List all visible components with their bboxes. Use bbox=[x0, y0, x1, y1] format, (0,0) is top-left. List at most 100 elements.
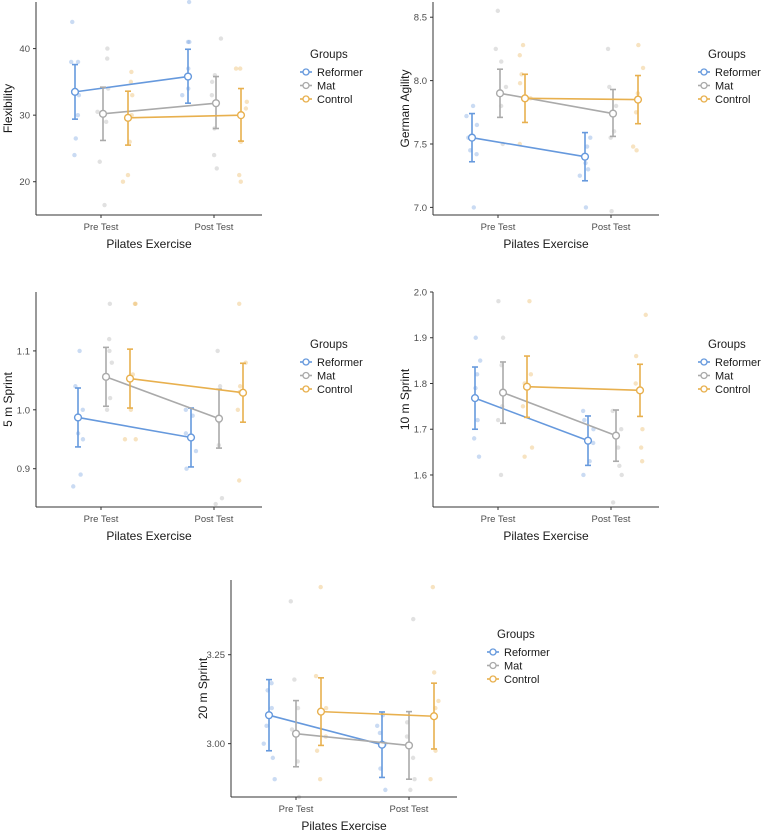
mean-point-control bbox=[316, 707, 326, 716]
raw-data-point bbox=[269, 705, 274, 711]
raw-data-point bbox=[292, 677, 297, 682]
raw-data-point bbox=[584, 144, 590, 149]
raw-data-point bbox=[77, 348, 82, 354]
raw-data-point bbox=[237, 384, 243, 389]
raw-data-point bbox=[122, 437, 128, 442]
raw-data-point bbox=[638, 445, 644, 450]
raw-data-point bbox=[73, 136, 78, 141]
series-line-control bbox=[524, 97, 639, 101]
legend-title: Groups bbox=[708, 339, 746, 351]
raw-data-point bbox=[109, 360, 115, 365]
x-tick-label: Post Test bbox=[390, 804, 429, 815]
legend-key-marker bbox=[700, 385, 708, 393]
raw-data-point bbox=[185, 39, 191, 45]
raw-data-point bbox=[209, 92, 215, 98]
legend-title: Groups bbox=[310, 339, 348, 351]
legend-key-marker bbox=[700, 371, 708, 380]
raw-data-point bbox=[237, 478, 242, 483]
raw-data-point bbox=[585, 167, 591, 172]
legend-label-reformer: Reformer bbox=[715, 67, 761, 79]
raw-data-point bbox=[408, 787, 413, 793]
raw-data-point bbox=[583, 205, 589, 210]
series-line-reformer bbox=[471, 136, 586, 158]
raw-data-point bbox=[318, 584, 323, 590]
raw-data-point bbox=[213, 501, 218, 507]
raw-data-point bbox=[529, 445, 535, 450]
raw-data-point bbox=[474, 372, 480, 377]
mean-point-reformer bbox=[70, 87, 80, 96]
raw-data-point bbox=[499, 59, 504, 64]
raw-data-point bbox=[295, 705, 301, 711]
raw-data-point bbox=[183, 431, 189, 436]
mean-point-control bbox=[238, 388, 248, 397]
mean-point-reformer bbox=[186, 433, 196, 442]
raw-data-point bbox=[180, 92, 185, 98]
legend-key-marker bbox=[489, 661, 497, 670]
raw-data-point bbox=[588, 135, 593, 140]
y-tick-label: 3.00 bbox=[207, 739, 226, 750]
raw-data-point bbox=[235, 407, 241, 413]
raw-data-point bbox=[243, 106, 249, 111]
series-line-mat bbox=[295, 732, 410, 747]
y-tick-label: 8.5 bbox=[414, 13, 427, 24]
raw-data-point bbox=[590, 440, 596, 446]
raw-data-point bbox=[95, 109, 100, 115]
raw-data-point bbox=[70, 19, 75, 25]
legend-key-marker bbox=[302, 95, 310, 103]
legend-title: Groups bbox=[310, 49, 348, 61]
y-tick-label: 1.7 bbox=[414, 425, 427, 436]
legend-key-marker bbox=[302, 358, 310, 366]
raw-data-point bbox=[428, 777, 433, 782]
raw-data-point bbox=[517, 80, 523, 86]
legend-key-marker bbox=[302, 68, 310, 76]
raw-data-point bbox=[619, 427, 624, 432]
legend-title: Groups bbox=[708, 49, 746, 61]
y-tick-label: 3.25 bbox=[207, 650, 226, 661]
x-tick-label: Pre Test bbox=[84, 514, 119, 525]
raw-data-point bbox=[630, 144, 636, 149]
raw-data-point bbox=[133, 301, 138, 306]
raw-data-point bbox=[377, 730, 383, 736]
raw-data-point bbox=[214, 166, 219, 171]
y-tick-label: 1.0 bbox=[17, 405, 30, 416]
raw-data-point bbox=[617, 463, 622, 469]
raw-data-point bbox=[464, 113, 469, 119]
raw-data-point bbox=[80, 437, 86, 442]
series-line-mat bbox=[499, 92, 614, 115]
legend-label-reformer: Reformer bbox=[317, 357, 363, 369]
raw-data-point bbox=[610, 500, 616, 505]
raw-data-point bbox=[520, 42, 526, 48]
y-tick-label: 1.6 bbox=[414, 470, 427, 481]
x-axis-title: Pilates Exercise bbox=[503, 529, 589, 543]
legend-label-control: Control bbox=[715, 384, 750, 396]
legend-label-mat: Mat bbox=[715, 371, 733, 383]
raw-data-point bbox=[238, 179, 243, 184]
mean-point-mat bbox=[211, 99, 221, 108]
raw-data-point bbox=[237, 66, 243, 71]
raw-data-point bbox=[474, 151, 479, 157]
raw-data-point bbox=[605, 46, 611, 52]
mean-point-reformer bbox=[264, 711, 274, 720]
legend-label-reformer: Reformer bbox=[504, 647, 550, 659]
raw-data-point bbox=[193, 448, 199, 454]
raw-data-point bbox=[412, 777, 417, 782]
raw-data-point bbox=[471, 205, 476, 210]
y-tick-label: 1.9 bbox=[414, 333, 427, 344]
x-axis-title: Pilates Exercise bbox=[106, 529, 192, 543]
y-tick-label: 2.0 bbox=[414, 288, 427, 299]
legend-label-mat: Mat bbox=[317, 371, 335, 383]
raw-data-point bbox=[105, 46, 110, 51]
series-line-control bbox=[127, 114, 242, 119]
raw-data-point bbox=[264, 723, 269, 729]
x-axis-title: Pilates Exercise bbox=[503, 237, 589, 251]
legend-title: Groups bbox=[497, 629, 535, 641]
mean-point-control bbox=[123, 113, 133, 122]
raw-data-point bbox=[218, 36, 224, 41]
mean-point-control bbox=[520, 94, 530, 103]
